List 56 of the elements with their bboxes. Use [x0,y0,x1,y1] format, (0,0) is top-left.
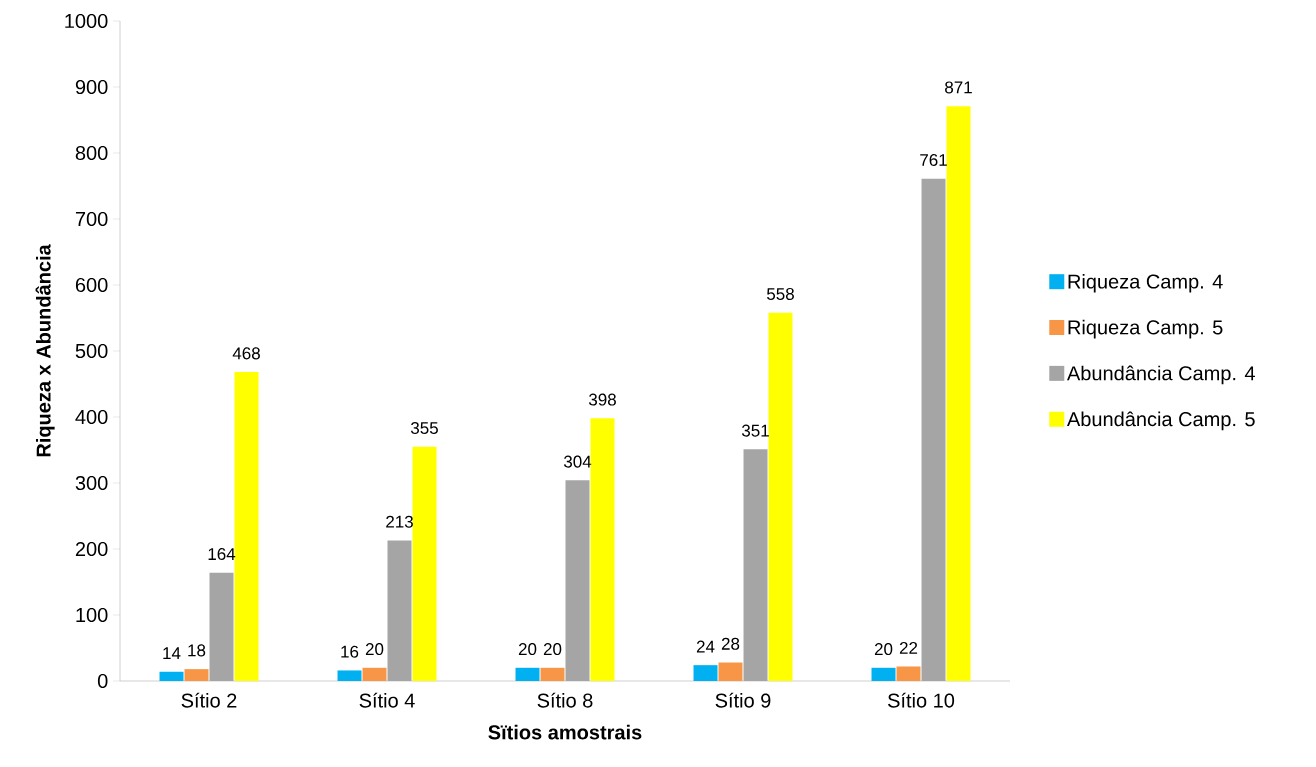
x-tick-label: Sítio 2 [181,692,237,708]
x-tick-label: Sítio 4 [359,692,415,708]
bar [515,667,540,681]
y-tick-label: 500 [75,343,108,359]
bar [540,667,565,681]
data-label: 398 [588,393,616,406]
bar [337,670,362,681]
y-tick-label: 700 [75,211,108,227]
bar [590,418,615,681]
data-label: 16 [341,645,359,658]
data-label: 14 [163,647,181,660]
data-label: 304 [563,455,592,468]
legend-label: Abundância Camp. 5 [1066,411,1255,431]
x-tick-label: Sítio 8 [537,692,593,708]
bar [768,312,793,681]
data-label: 355 [410,421,438,434]
data-label: 28 [721,637,740,650]
bar [871,667,896,681]
y-tick-label: 900 [75,79,108,95]
bar [184,669,209,681]
y-tick-label: 1000 [65,13,108,29]
bar [693,665,718,681]
bar [412,446,437,681]
y-tick-label: 200 [75,541,108,557]
data-label: 351 [741,424,769,437]
y-tick-label: 100 [76,607,108,623]
bar [159,671,184,681]
data-label: 20 [365,643,384,656]
y-axis-title: Riqueza x Abundância [35,244,55,457]
x-tick-label: Sítio 9 [715,692,771,708]
y-tick-label: 600 [75,277,108,293]
y-tick-label: 400 [75,409,108,425]
legend-label: Abundância Camp. 4 [1066,365,1255,385]
data-label: 20 [874,643,893,656]
data-label: 20 [543,643,562,656]
data-label: 22 [899,641,918,654]
y-tick-label: 300 [75,475,108,491]
legend-label: Riqueza Camp. 4 [1068,273,1223,293]
y-tick-label: 0 [97,673,108,689]
bar [362,667,387,681]
data-label: 468 [232,347,260,360]
bar [718,662,743,681]
data-label: 20 [518,643,537,656]
data-label: 24 [696,640,715,653]
data-label: 761 [920,153,947,167]
data-label: 213 [386,515,413,528]
bar [896,666,921,681]
bar [946,106,971,681]
x-tick-label: Sítio 10 [888,692,955,708]
bar [234,372,259,681]
legend-label: Riqueza Camp. 5 [1068,319,1223,339]
x-axis-title: Sïtios amostrais [488,724,642,740]
data-label: 558 [767,287,794,300]
y-tick-label: 800 [75,145,108,161]
data-label: 871 [945,81,972,94]
data-label: 18 [188,644,206,657]
